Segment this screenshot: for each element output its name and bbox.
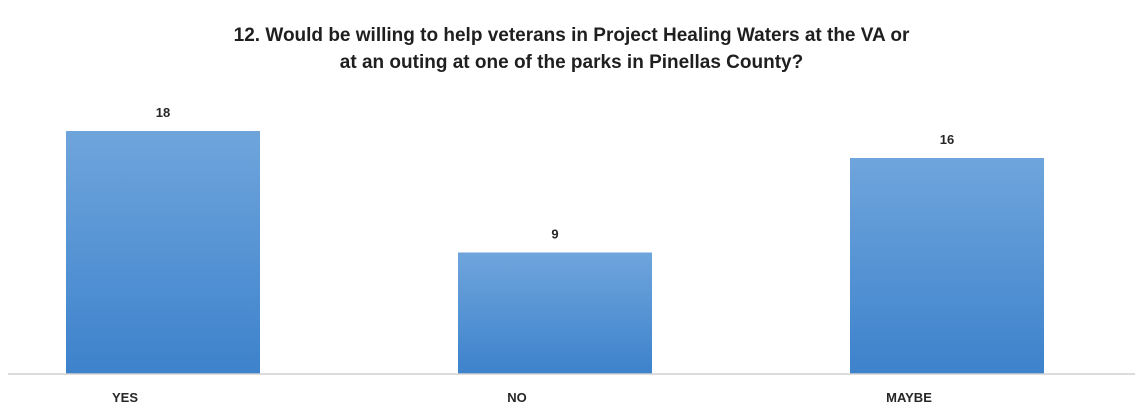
bar-no <box>458 252 652 374</box>
bar-yes <box>66 131 260 374</box>
data-label-maybe: 16 <box>940 132 954 147</box>
data-labels: 18 9 16 <box>156 105 954 242</box>
data-label-yes: 18 <box>156 105 170 120</box>
x-tick-label-yes: YES <box>112 390 138 405</box>
bar-series <box>66 131 1044 374</box>
chart-title-line-1: 12. Would be willing to help veterans in… <box>233 25 910 46</box>
chart-title-line-2: at an outing at one of the parks in Pine… <box>339 52 804 73</box>
bar-maybe <box>850 158 1044 374</box>
x-tick-label-maybe: MAYBE <box>886 390 932 405</box>
chart-title: 12. Would be willing to help veterans in… <box>0 22 1143 76</box>
x-tick-label-no: NO <box>507 390 527 405</box>
data-label-no: 9 <box>551 227 558 242</box>
x-axis-ticks: YES NO MAYBE <box>112 390 932 405</box>
